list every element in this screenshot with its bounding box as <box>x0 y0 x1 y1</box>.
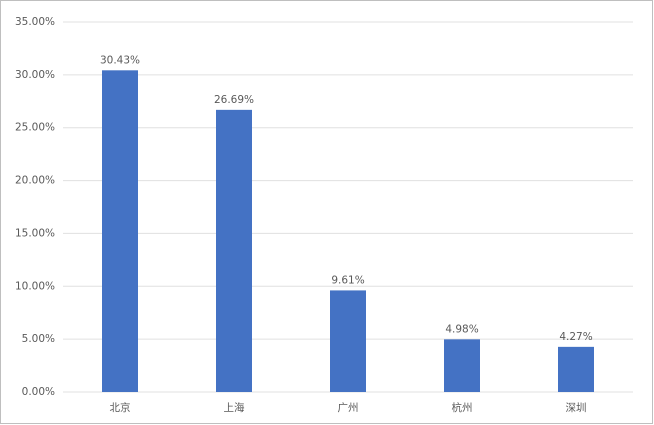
y-tick-label: 0.00% <box>22 386 55 398</box>
bar <box>558 346 594 392</box>
x-tick-label: 深圳 <box>566 402 587 414</box>
x-tick-label: 杭州 <box>452 401 473 414</box>
y-tick-label: 25.00% <box>15 122 55 134</box>
value-label: 4.98% <box>445 323 478 335</box>
x-tick-label: 北京 <box>110 401 131 414</box>
y-tick-label: 5.00% <box>22 333 55 345</box>
bar <box>330 290 366 392</box>
value-label: 9.61% <box>331 274 364 286</box>
y-tick-label: 30.00% <box>15 69 55 81</box>
y-tick-label: 35.00% <box>15 16 55 28</box>
bar <box>216 109 252 392</box>
bar <box>444 339 480 392</box>
value-label: 4.27% <box>559 331 592 343</box>
value-label: 26.69% <box>214 94 254 106</box>
x-tick-label: 广州 <box>338 402 359 414</box>
bar <box>102 70 138 392</box>
y-tick-label: 20.00% <box>15 175 55 187</box>
value-label: 30.43% <box>100 54 140 66</box>
y-tick-label: 15.00% <box>15 227 55 239</box>
y-tick-label: 10.00% <box>15 280 55 292</box>
x-tick-label: 上海 <box>224 401 245 414</box>
